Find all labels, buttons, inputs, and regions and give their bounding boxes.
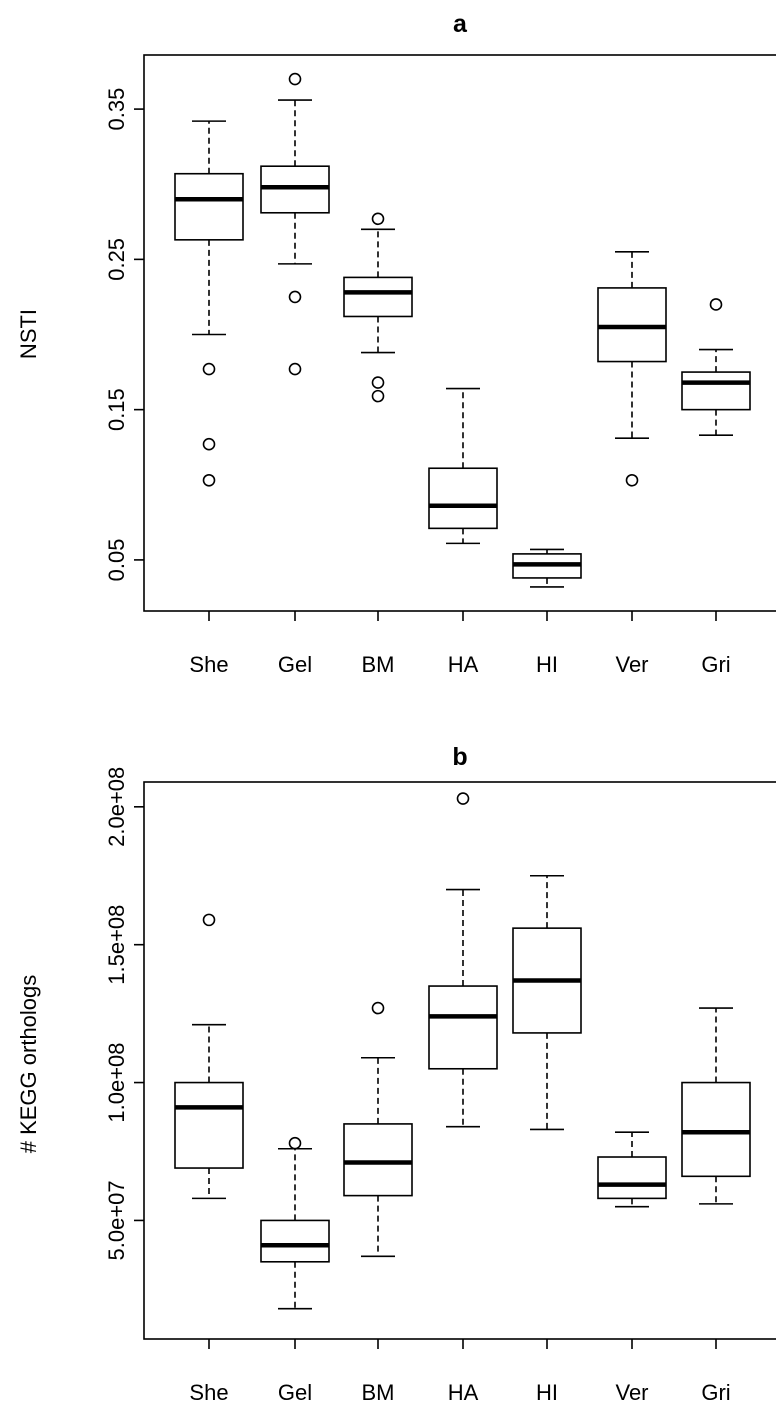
iqr-box (681, 1081, 751, 1178)
outlier-point (288, 362, 302, 376)
iqr-box (597, 287, 667, 363)
x-tick-label: HA (448, 652, 479, 677)
iqr-box (597, 1156, 667, 1200)
x-tick-label: Ver (615, 652, 648, 677)
box-series (174, 792, 751, 1310)
outlier-point (456, 792, 470, 805)
outlier-point (288, 72, 302, 86)
iqr-box (174, 172, 244, 241)
y-tick-label: 5.0e+07 (104, 1180, 129, 1260)
box-ha (428, 387, 498, 545)
x-tick-label: Gel (278, 652, 312, 677)
outlier-point (371, 389, 385, 403)
box-gri (681, 1007, 751, 1205)
x-tick-label: Ver (615, 1380, 648, 1405)
iqr-box (343, 1123, 413, 1197)
iqr-box (343, 276, 413, 318)
y-tick-label: 1.0e+08 (104, 1042, 129, 1122)
outlier-point (371, 212, 385, 226)
x-tick-label: HA (448, 1380, 479, 1405)
y-axis-label: NSTI (16, 309, 41, 359)
box-bm (343, 212, 413, 403)
x-tick-label: BM (362, 652, 395, 677)
y-tick-label: 1.5e+08 (104, 905, 129, 985)
panel-b: b # KEGG orthologs 5.0e+07 1.0e+08 1.5e+08… (16, 743, 776, 1405)
outlier-point (371, 376, 385, 389)
outlier-point (625, 473, 639, 487)
y-tick-label: 0.35 (104, 88, 129, 131)
box-gri (681, 298, 751, 436)
x-tick-label: She (189, 652, 228, 677)
iqr-box (428, 467, 498, 530)
box-bm (343, 1001, 413, 1258)
box-hi (512, 548, 582, 588)
box-ha (428, 792, 498, 1128)
iqr-box (260, 1219, 330, 1263)
y-axis: 0.05 0.15 0.25 0.35 (104, 88, 144, 581)
plot-frame (143, 54, 776, 612)
y-tick-label: 0.15 (104, 388, 129, 431)
iqr-box (260, 165, 330, 214)
chart-title: a (453, 10, 468, 38)
box-series (174, 72, 751, 588)
outlier-point (202, 362, 216, 376)
box-gel (260, 1136, 330, 1310)
box-ver (597, 1131, 667, 1208)
outlier-point (709, 298, 723, 311)
panel-a: a NSTI 0.05 0.15 0.25 0.35 She Gel BM HA HI Ver G… (16, 10, 776, 677)
outlier-point (371, 1001, 385, 1015)
outlier-point (202, 473, 216, 487)
iqr-box (681, 371, 751, 411)
box-she (174, 913, 244, 1200)
x-tick-label: Gri (701, 652, 730, 677)
outlier-point (202, 437, 216, 451)
iqr-box (174, 1081, 244, 1169)
x-tick-label: Gri (701, 1380, 730, 1405)
x-axis: She Gel BM HA HI Ver Gri (189, 1339, 731, 1405)
y-axis: 5.0e+07 1.0e+08 1.5e+08 2.0e+08 (104, 767, 144, 1261)
box-gel (260, 72, 330, 376)
outlier-point (288, 1136, 302, 1150)
x-tick-label: HI (536, 652, 558, 677)
iqr-box (428, 985, 498, 1070)
box-she (174, 120, 244, 487)
box-hi (512, 874, 582, 1131)
box-ver (597, 251, 667, 487)
outlier-point (288, 290, 302, 304)
x-tick-label: Gel (278, 1380, 312, 1405)
plot-frame (143, 781, 776, 1340)
chart-title: b (452, 743, 467, 771)
y-tick-label: 0.25 (104, 238, 129, 281)
x-tick-label: She (189, 1380, 228, 1405)
y-tick-label: 0.05 (104, 538, 129, 581)
outlier-point (202, 913, 216, 927)
x-tick-label: BM (362, 1380, 395, 1405)
y-axis-label: # KEGG orthologs (16, 975, 41, 1154)
y-tick-label: 2.0e+08 (104, 767, 129, 847)
x-tick-label: HI (536, 1380, 558, 1405)
x-axis: She Gel BM HA HI Ver Gri (189, 611, 731, 677)
